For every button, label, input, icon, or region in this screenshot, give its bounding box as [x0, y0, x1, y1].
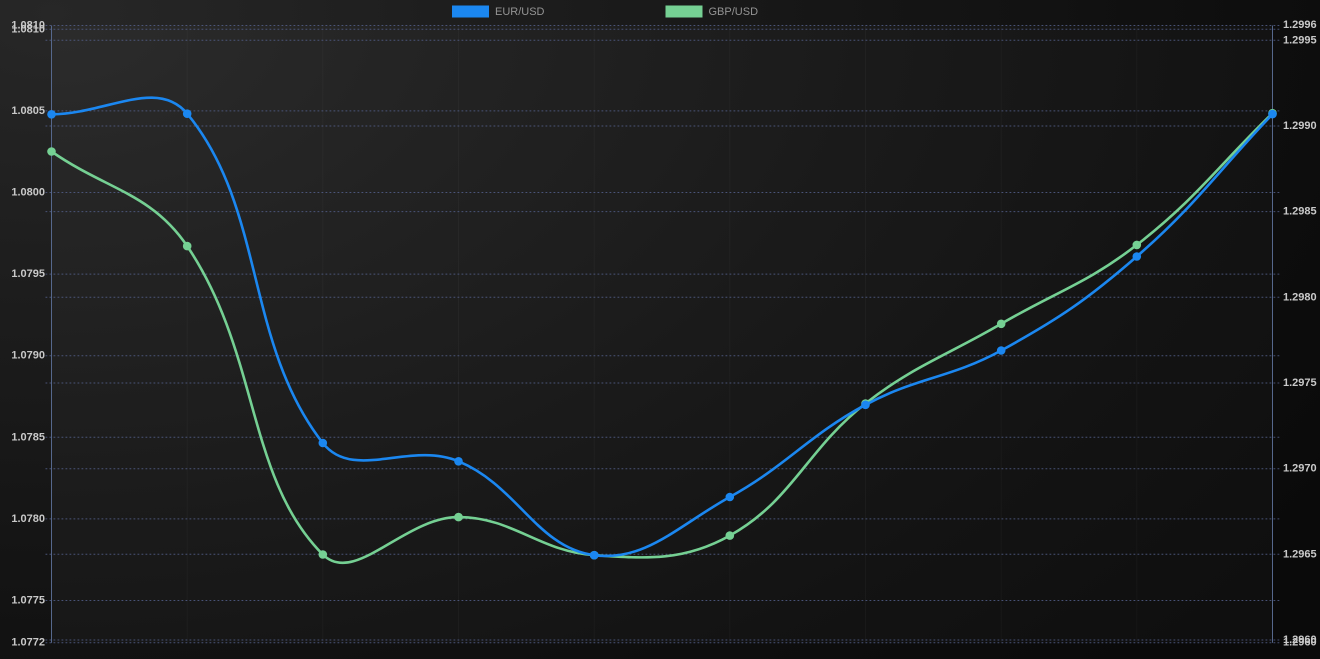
svg-text:1.2960: 1.2960: [1283, 636, 1317, 648]
svg-text:1.0810: 1.0810: [11, 23, 45, 35]
svg-text:1.0810: 1.0810: [11, 20, 45, 32]
svg-text:1.0795: 1.0795: [11, 268, 45, 280]
svg-text:1.2985: 1.2985: [1283, 206, 1317, 218]
svg-text:1.2995: 1.2995: [1283, 34, 1317, 46]
svg-text:GBP/USD: GBP/USD: [709, 6, 759, 18]
svg-text:1.0790: 1.0790: [11, 350, 45, 362]
svg-text:1.0780: 1.0780: [11, 513, 45, 525]
svg-text:1.2960: 1.2960: [1283, 634, 1317, 646]
svg-text:1.2975: 1.2975: [1283, 377, 1317, 389]
svg-text:1.2970: 1.2970: [1283, 463, 1317, 475]
svg-text:1.2996: 1.2996: [1283, 19, 1317, 31]
svg-text:1.2965: 1.2965: [1283, 548, 1317, 560]
svg-text:1.0805: 1.0805: [11, 105, 45, 117]
svg-text:1.0772: 1.0772: [11, 636, 45, 648]
svg-text:EUR/USD: EUR/USD: [495, 6, 545, 18]
svg-text:1.0800: 1.0800: [11, 187, 45, 199]
svg-text:1.0775: 1.0775: [11, 595, 45, 607]
svg-text:1.2980: 1.2980: [1283, 291, 1317, 303]
svg-text:1.2990: 1.2990: [1283, 120, 1317, 132]
svg-text:1.0785: 1.0785: [11, 431, 45, 443]
